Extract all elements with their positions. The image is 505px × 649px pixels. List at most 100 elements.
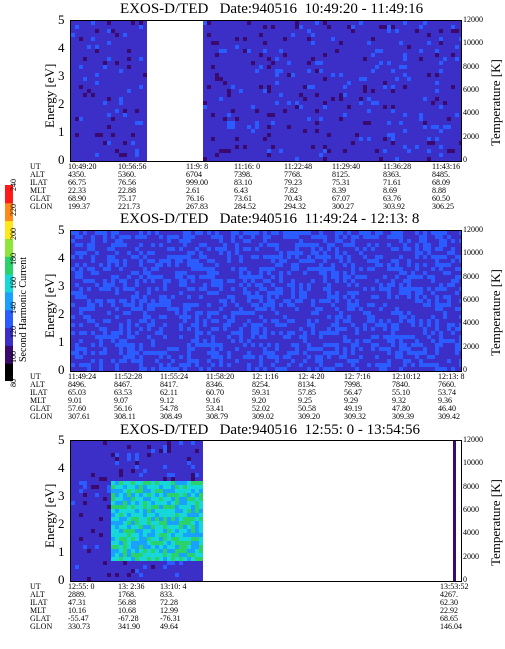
heatmap-cell <box>363 101 367 105</box>
heatmap-cell <box>251 303 255 307</box>
heatmap-cell <box>79 145 83 149</box>
heatmap-cell <box>267 291 271 295</box>
heatmap-cell <box>303 137 307 141</box>
heatmap-cell <box>151 299 155 303</box>
heatmap-cell <box>235 323 239 327</box>
heatmap-cell <box>207 355 211 359</box>
heatmap-cell <box>335 29 339 33</box>
heatmap-cell <box>207 323 211 327</box>
heatmap-cell <box>267 89 271 93</box>
heatmap-cell <box>431 125 435 129</box>
heatmap-cell <box>207 85 211 89</box>
heatmap-cell <box>71 299 75 303</box>
heatmap-cell <box>279 319 283 323</box>
heatmap-cell <box>399 105 403 109</box>
heatmap-cell <box>147 339 151 343</box>
heatmap-cell <box>247 117 251 121</box>
heatmap-cell <box>239 141 243 145</box>
heatmap-cell <box>403 61 407 65</box>
heatmap-cell <box>255 109 259 113</box>
heatmap-cell <box>259 37 263 41</box>
heatmap-cell <box>291 279 295 283</box>
heatmap-cell <box>139 311 143 315</box>
heatmap-cell <box>363 153 367 157</box>
heatmap-cell <box>127 33 131 37</box>
heatmap-cell <box>79 45 83 49</box>
heatmap-cell <box>127 355 131 359</box>
heatmap-cell <box>335 69 339 73</box>
heatmap-cell <box>179 295 183 299</box>
heatmap-cell <box>267 355 271 359</box>
heatmap-cell <box>367 133 371 137</box>
heatmap-cell <box>203 117 207 121</box>
heatmap-cell <box>107 367 111 371</box>
heatmap-cell <box>347 121 351 125</box>
heatmap-cell <box>339 97 343 101</box>
heatmap-cell <box>263 97 267 101</box>
heatmap-cell <box>263 303 267 307</box>
heatmap-cell <box>131 243 135 247</box>
heatmap-cell <box>231 81 235 85</box>
heatmap-cell <box>195 239 199 243</box>
heatmap-cell <box>223 255 227 259</box>
heatmap-cell <box>311 133 315 137</box>
heatmap-cell <box>311 29 315 33</box>
heatmap-cell <box>99 251 103 255</box>
heatmap-cell <box>447 149 451 153</box>
heatmap-cell <box>87 25 91 29</box>
heatmap-cell <box>331 41 335 45</box>
heatmap-cell <box>299 279 303 283</box>
heatmap-cell <box>375 157 379 161</box>
heatmap-cell <box>119 133 123 137</box>
heatmap-cell <box>291 121 295 125</box>
heatmap-cell <box>359 53 363 57</box>
heatmap-cell <box>211 109 215 113</box>
heatmap-cell <box>203 279 207 283</box>
heatmap-cell <box>199 247 203 251</box>
heatmap-cell <box>171 259 175 263</box>
heatmap-cell <box>223 29 227 33</box>
heatmap-cell <box>195 259 199 263</box>
heatmap-cell <box>275 263 279 267</box>
heatmap-cell <box>223 363 227 367</box>
heatmap-cell <box>215 319 219 323</box>
heatmap-cell <box>223 69 227 73</box>
heatmap-cell <box>107 65 111 69</box>
heatmap-cell <box>159 275 163 279</box>
heatmap-cell <box>115 21 119 25</box>
heatmap-cell <box>255 97 259 101</box>
heatmap-cell <box>215 49 219 53</box>
heatmap-cell <box>171 275 175 279</box>
heatmap-cell <box>439 121 443 125</box>
heatmap-cell <box>443 97 447 101</box>
heatmap-cell <box>115 343 119 347</box>
heatmap-cell <box>123 367 127 371</box>
heatmap-cell <box>239 105 243 109</box>
heatmap-cell <box>291 247 295 251</box>
heatmap-cell <box>263 21 267 25</box>
heatmap-cell <box>419 121 423 125</box>
heatmap-cell <box>331 129 335 133</box>
heatmap-cell <box>211 267 215 271</box>
heatmap-cell <box>347 145 351 149</box>
heatmap-cell <box>267 271 271 275</box>
heatmap-cell <box>111 137 115 141</box>
heatmap-cell <box>451 69 455 73</box>
heatmap-cell <box>423 65 427 69</box>
heatmap-cell <box>431 65 435 69</box>
heatmap-cell <box>279 231 283 235</box>
heatmap-cell <box>411 93 415 97</box>
heatmap-cell <box>203 125 207 129</box>
heatmap-cell <box>295 69 299 73</box>
heatmap-cell <box>243 263 247 267</box>
heatmap-cell <box>315 21 319 25</box>
heatmap-cell <box>123 21 127 25</box>
heatmap-cell <box>455 49 459 53</box>
heatmap-cell <box>439 25 443 29</box>
heatmap-cell <box>299 45 303 49</box>
heatmap-cell <box>243 347 247 351</box>
heatmap-cell <box>255 85 259 89</box>
heatmap-cell <box>223 125 227 129</box>
heatmap-cell <box>323 125 327 129</box>
heatmap-cell <box>71 331 75 335</box>
